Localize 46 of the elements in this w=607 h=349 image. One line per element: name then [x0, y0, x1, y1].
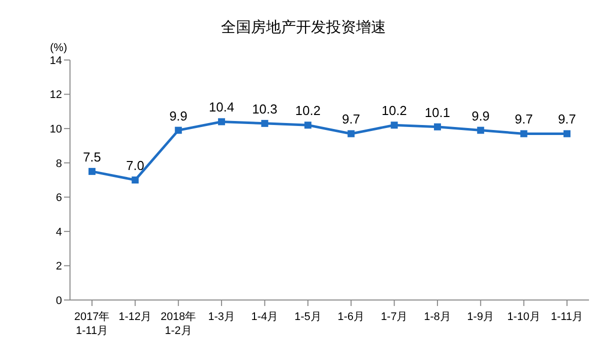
point [520, 130, 528, 138]
data-label: 10.3 [252, 101, 278, 116]
x-tick-label: 2017年 1-11月 [74, 311, 110, 337]
point [174, 126, 182, 134]
point [218, 118, 226, 126]
data-label: 9.7 [558, 112, 576, 127]
point [304, 122, 312, 129]
x-tick-label: 1-11月 [550, 311, 584, 323]
data-label: 9.7 [342, 112, 360, 127]
x-tick-label: 1-8月 [424, 311, 451, 323]
y-tick-label: 10 [50, 123, 62, 136]
point [348, 130, 355, 138]
point [88, 168, 96, 175]
y-tick-label: 8 [56, 158, 62, 170]
x-tick-label: 1-6月 [338, 311, 365, 323]
data-label: 9.7 [514, 112, 533, 127]
y-axis-title: (%) [50, 42, 68, 54]
data-label: 10.2 [295, 103, 321, 118]
x-tick-label: 1-5月 [294, 311, 322, 323]
y-tick-label: 4 [56, 226, 62, 238]
x-tick-label: 2018年 1-2月 [160, 311, 196, 337]
data-label: 10.4 [208, 100, 234, 115]
point [132, 176, 139, 184]
x-tick-label: 1-7月 [380, 311, 408, 323]
data-label: 9.9 [472, 108, 490, 124]
x-tick-label: 1-12月 [118, 311, 152, 323]
x-tick-label: 1-4月 [251, 311, 278, 323]
y-tick-label: 0 [56, 294, 62, 307]
data-label: 10.1 [424, 104, 450, 120]
point [477, 126, 484, 134]
x-tick-label: 1-3月 [208, 311, 235, 323]
data-label: 10.2 [382, 103, 407, 118]
point [564, 130, 570, 138]
y-tick-label: 2 [56, 260, 62, 273]
data-label: 7.0 [126, 158, 144, 173]
data-label: 9.9 [169, 108, 188, 124]
y-tick-label: 12 [50, 89, 62, 102]
point [434, 123, 441, 130]
chart-title: 全国房地产开发投资增速 [220, 18, 387, 37]
point [390, 122, 398, 129]
x-tick-label: 1-10月 [507, 311, 540, 323]
y-tick-label: 6 [56, 192, 62, 204]
data-label: 7.5 [82, 149, 102, 164]
point [261, 120, 268, 127]
y-tick-label: 14 [50, 54, 62, 67]
x-tick-label: 1-9月 [467, 311, 494, 323]
